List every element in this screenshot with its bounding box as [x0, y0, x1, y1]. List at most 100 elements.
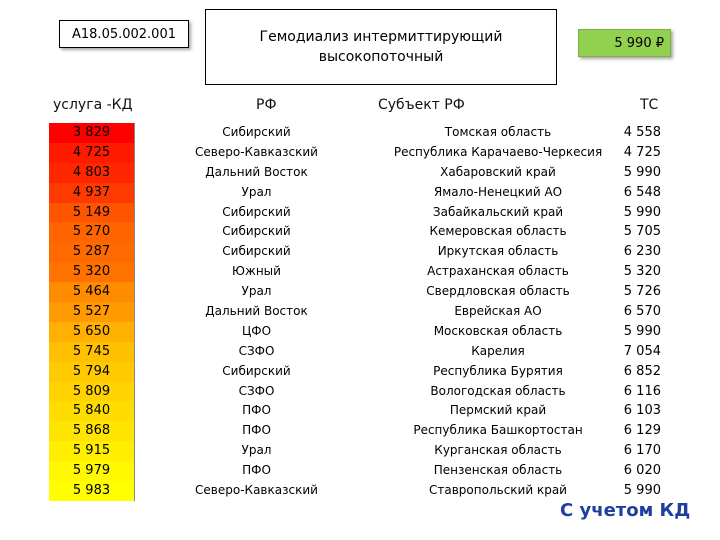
table-row: 5 320 Южный Астраханская область 5 320: [49, 262, 667, 283]
subject-value: Томская область: [444, 125, 552, 139]
table-row: 5 979 ПФО Пензенская область 6 020: [49, 461, 667, 482]
tc-value: 6 129: [623, 423, 661, 439]
tc-value: 5 990: [623, 164, 661, 180]
tc-value: 6 570: [623, 304, 661, 320]
kd-value: 5 915: [49, 441, 135, 462]
rf-value: ПФО: [242, 403, 271, 418]
tc-value: 5 726: [623, 284, 661, 300]
rf-value: Сибирский: [222, 244, 291, 259]
tc-value: 6 116: [623, 383, 661, 399]
table-row: 4 725 Северо-Кавказский Республика Карачае…: [49, 142, 667, 163]
rf-value: Сибирский: [222, 204, 291, 219]
subject-value: Кемеровская область: [429, 224, 567, 239]
column-header-tc: ТС: [640, 97, 659, 113]
subject-value: Забайкальский край: [432, 204, 564, 219]
price-box: 5 990 ₽: [578, 29, 671, 57]
kd-value: 5 464: [49, 282, 135, 303]
subject-value: Республика Карачаево-Черкесия: [393, 144, 603, 159]
subject-value: Республика Башкортостан: [413, 423, 583, 438]
rf-value: ПФО: [242, 423, 271, 438]
table-row: 5 915 Урал Курганская область 6 170: [49, 441, 667, 462]
rf-value: Сибирский: [222, 363, 291, 378]
kd-value: 5 650: [49, 321, 135, 342]
tc-value: 6 852: [623, 363, 661, 379]
column-header-subject: Субъект РФ: [378, 97, 465, 113]
tc-value: 5 320: [623, 264, 661, 280]
service-title-line-1: Гемодиализ интермиттирующий: [259, 29, 503, 45]
table-row: 4 803 Дальний Восток Хабаровский край 5 990: [49, 162, 667, 183]
rf-value: Урал: [241, 284, 272, 299]
subject-value: Пермский край: [449, 403, 547, 418]
column-header-rf: РФ: [256, 97, 277, 113]
tc-value: 5 990: [623, 483, 661, 499]
subject-value: Хабаровский край: [440, 164, 556, 179]
table-row: 5 464 Урал Свердловская область 5 726: [49, 282, 667, 303]
subject-value: Ямало-Ненецкий АО: [433, 184, 563, 199]
rf-value: Северо-Кавказский: [195, 483, 318, 498]
rf-value: ЦФО: [241, 323, 272, 338]
service-code: A18.05.002.001: [72, 26, 176, 42]
tc-value: 4 558: [623, 125, 661, 140]
price-value: 5 990 ₽: [614, 35, 664, 51]
kd-value: 5 794: [49, 361, 135, 382]
subject-value: Республика Бурятия: [433, 363, 563, 378]
rf-value: Дальний Восток: [205, 304, 308, 319]
subject-value: Свердловская область: [426, 284, 570, 299]
table-row: 5 794 Сибирский Республика Бурятия 6 852: [49, 361, 667, 382]
table-row: 5 287 Сибирский Иркутская область 6 230: [49, 242, 667, 263]
kd-value: 5 983: [49, 481, 135, 501]
kd-value: 5 527: [49, 302, 135, 322]
subject-value: Астраханская область: [427, 264, 569, 279]
tc-value: 6 548: [623, 184, 661, 200]
tc-value: 5 990: [623, 323, 661, 339]
rf-value: Северо-Кавказский: [195, 144, 318, 159]
table-row: 5 270 Сибирский Кемеровская область 5 705: [49, 222, 667, 243]
table-row: 5 868 ПФО Республика Башкортостан 6 129: [49, 421, 667, 442]
rf-value: Сибирский: [222, 125, 291, 139]
subject-value: Пензенская область: [433, 463, 563, 478]
kd-value: 5 809: [49, 381, 135, 402]
service-title-box: Гемодиализ интермиттирующий высокопоточн…: [205, 9, 557, 85]
kd-value: 4 803: [49, 162, 135, 183]
rf-value: Урал: [241, 184, 272, 199]
rf-value: Южный: [232, 264, 281, 279]
subject-value: Еврейская АО: [454, 304, 542, 319]
kd-value: 4 937: [49, 182, 135, 203]
tc-value: 6 103: [623, 403, 661, 419]
tc-value: 5 705: [623, 224, 661, 240]
table-row: 5 149 Сибирский Забайкальский край 5 990: [49, 202, 667, 223]
kd-value: 5 287: [49, 242, 135, 263]
subject-value: Иркутская область: [437, 244, 559, 259]
table-row: 4 937 Урал Ямало-Ненецкий АО 6 548: [49, 182, 667, 203]
tc-value: 4 725: [623, 144, 661, 160]
service-code-box: A18.05.002.001: [59, 20, 189, 48]
kd-value: 5 745: [49, 341, 135, 362]
kd-value: 5 320: [49, 262, 135, 283]
rf-value: СЗФО: [238, 343, 275, 358]
rf-value: ПФО: [242, 463, 271, 478]
tc-value: 6 230: [623, 244, 661, 260]
rf-value: Сибирский: [222, 224, 291, 239]
table-row: 5 650 ЦФО Московская область 5 990: [49, 321, 667, 342]
subject-value: Вологодская область: [430, 383, 566, 398]
rf-value: СЗФО: [238, 383, 275, 398]
table-row: 3 829 Сибирский Томская область 4 558: [49, 123, 667, 143]
kd-value: 3 829: [49, 123, 135, 143]
data-table: 3 829 Сибирский Томская область 4 558 4 725 С…: [49, 123, 667, 501]
rf-value: Дальний Восток: [205, 164, 308, 179]
subject-value: Карелия: [471, 343, 525, 358]
kd-value: 5 979: [49, 461, 135, 482]
service-title-line-2: высокопоточный: [318, 49, 444, 65]
column-header-service: услуга -КД: [53, 97, 133, 113]
subject-value: Московская область: [433, 323, 563, 338]
tc-value: 7 054: [623, 343, 661, 359]
table-row: 5 809 СЗФО Вологодская область 6 116: [49, 381, 667, 402]
kd-value: 5 270: [49, 222, 135, 243]
kd-value: 5 868: [49, 421, 135, 442]
subject-value: Курганская область: [434, 443, 562, 458]
kd-value: 4 725: [49, 142, 135, 163]
tc-value: 5 990: [623, 204, 661, 220]
tc-value: 6 020: [623, 463, 661, 479]
table-row: 5 983 Северо-Кавказский Ставропольский кра…: [49, 481, 667, 501]
kd-value: 5 840: [49, 401, 135, 422]
